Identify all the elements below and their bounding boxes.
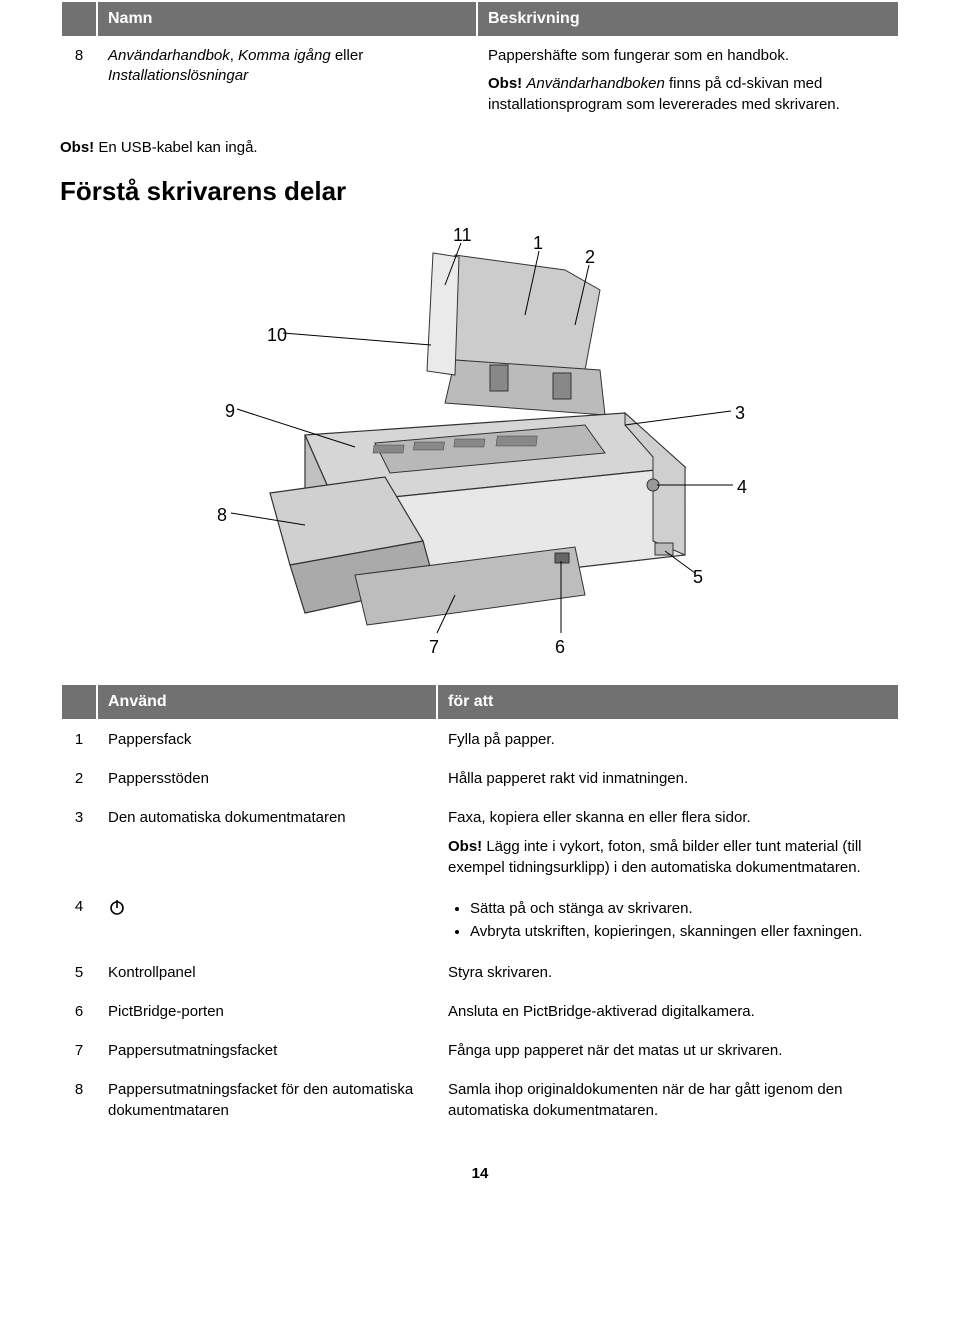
diagram-label-7: 7 <box>429 637 439 658</box>
diagram-label-2: 2 <box>585 247 595 268</box>
row-for: Sätta på och stänga av skrivaren.Avbryta… <box>437 887 899 953</box>
row-use: PictBridge-porten <box>97 992 437 1031</box>
row-number: 5 <box>61 953 97 992</box>
table-row: 6PictBridge-portenAnsluta en PictBridge-… <box>61 992 899 1031</box>
parts-header-for: för att <box>437 684 899 720</box>
table-row: 7PappersutmatningsfacketFånga upp papper… <box>61 1031 899 1070</box>
table-row: 4 Sätta på och stänga av skrivaren.Avbryt… <box>61 887 899 953</box>
diagram-label-6: 6 <box>555 637 565 658</box>
row-name: Användarhandbok, Komma igång eller Insta… <box>97 37 477 124</box>
table-row: 8 Användarhandbok, Komma igång eller Ins… <box>61 37 899 124</box>
row-use: Den automatiska dokumentmataren <box>97 798 437 887</box>
printer-diagram-container: 1 2 3 4 5 6 7 8 9 10 11 <box>60 225 900 665</box>
row-for: Faxa, kopiera eller skanna en eller fler… <box>437 798 899 887</box>
row-number: 8 <box>61 37 97 124</box>
bullet-item: Sätta på och stänga av skrivaren. <box>470 898 888 919</box>
row-for: Ansluta en PictBridge-aktiverad digitalk… <box>437 992 899 1031</box>
bullet-item: Avbryta utskriften, kopieringen, skannin… <box>470 921 888 942</box>
row-use: Pappersfack <box>97 720 437 759</box>
table-row: 2PappersstödenHålla papperet rakt vid in… <box>61 759 899 798</box>
top-description-table: Namn Beskrivning 8 Användarhandbok, Komm… <box>60 0 900 125</box>
parts-table: Använd för att 1PappersfackFylla på papp… <box>60 683 900 1131</box>
row-number: 3 <box>61 798 97 887</box>
diagram-label-1: 1 <box>533 233 543 254</box>
row-for: Fånga upp papperet när det matas ut ur s… <box>437 1031 899 1070</box>
diagram-label-9: 9 <box>225 401 235 422</box>
row-use: Pappersutmatningsfacket <box>97 1031 437 1070</box>
table-row: 5KontrollpanelStyra skrivaren. <box>61 953 899 992</box>
parts-header-blank <box>61 684 97 720</box>
header-name: Namn <box>97 1 477 37</box>
header-blank <box>61 1 97 37</box>
row-number: 2 <box>61 759 97 798</box>
diagram-label-5: 5 <box>693 567 703 588</box>
row-number: 8 <box>61 1070 97 1130</box>
row-number: 1 <box>61 720 97 759</box>
table-row: 8Pappersutmatningsfacket för den automat… <box>61 1070 899 1130</box>
diagram-label-8: 8 <box>217 505 227 526</box>
row-for: Fylla på papper. <box>437 720 899 759</box>
printer-illustration <box>155 225 805 665</box>
row-use <box>97 887 437 953</box>
row-use: Pappersutmatningsfacket för den automati… <box>97 1070 437 1130</box>
table-row: 3Den automatiska dokumentmatarenFaxa, ko… <box>61 798 899 887</box>
table-row: 1PappersfackFylla på papper. <box>61 720 899 759</box>
row-for: Styra skrivaren. <box>437 953 899 992</box>
diagram-label-10: 10 <box>267 325 287 346</box>
section-title: Förstå skrivarens delar <box>60 176 900 207</box>
row-for: Samla ihop originaldokumenten när de har… <box>437 1070 899 1130</box>
parts-header-use: Använd <box>97 684 437 720</box>
row-number: 7 <box>61 1031 97 1070</box>
header-description: Beskrivning <box>477 1 899 37</box>
diagram-label-4: 4 <box>737 477 747 498</box>
row-number: 4 <box>61 887 97 953</box>
printer-diagram: 1 2 3 4 5 6 7 8 9 10 11 <box>155 225 805 665</box>
row-description: Pappershäfte som fungerar som en handbok… <box>477 37 899 124</box>
row-for: Hålla papperet rakt vid inmatningen. <box>437 759 899 798</box>
row-number: 6 <box>61 992 97 1031</box>
row-use: Kontrollpanel <box>97 953 437 992</box>
page-number: 14 <box>60 1165 900 1182</box>
power-icon <box>108 898 126 915</box>
diagram-label-11: 11 <box>453 225 472 246</box>
diagram-label-3: 3 <box>735 403 745 424</box>
row-use: Pappersstöden <box>97 759 437 798</box>
obs-note: Obs! En USB-kabel kan ingå. <box>60 139 900 156</box>
